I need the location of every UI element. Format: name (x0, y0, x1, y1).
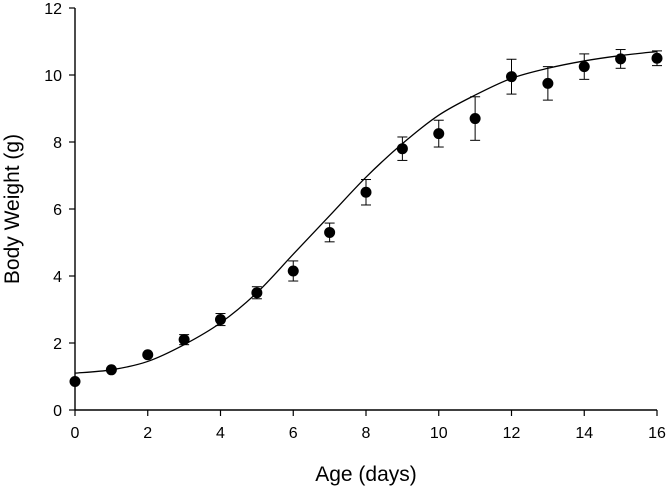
fit-curve (74, 50, 658, 374)
x-tick-label: 0 (71, 425, 80, 442)
x-tick-label: 10 (430, 425, 448, 442)
y-tick-label: 4 (53, 269, 62, 286)
data-point (287, 265, 299, 277)
x-axis-title: Age (days) (315, 463, 417, 486)
x-tick-label: 12 (503, 425, 521, 442)
data-points (69, 52, 663, 388)
y-tick-label: 6 (53, 202, 62, 219)
x-tick-label: 2 (143, 425, 152, 442)
data-point (142, 349, 154, 361)
axes (74, 8, 657, 411)
data-point (615, 53, 627, 65)
data-point (578, 61, 590, 73)
x-tick-label: 4 (216, 425, 225, 442)
data-point (651, 52, 663, 64)
data-point (69, 376, 81, 388)
y-tick-label: 0 (53, 403, 62, 420)
data-point (360, 186, 372, 198)
x-tick-label: 6 (289, 425, 298, 442)
data-point (105, 364, 117, 376)
ticks (69, 7, 658, 416)
error-bars (179, 49, 662, 346)
x-tick-label: 16 (648, 425, 666, 442)
data-point (178, 334, 190, 346)
data-point (251, 287, 263, 299)
x-tick-label: 14 (575, 425, 593, 442)
data-point (542, 77, 554, 89)
x-tick-label: 8 (362, 425, 371, 442)
data-point (324, 226, 336, 238)
y-tick-label: 10 (44, 68, 62, 85)
data-point (396, 143, 408, 155)
y-tick-label: 8 (53, 135, 62, 152)
data-point (506, 71, 517, 83)
data-point (433, 128, 445, 140)
data-point (469, 113, 481, 125)
tick-labels: 0 2 4 6 8 10 12 14 16 0 2 4 6 8 10 12 (44, 1, 666, 442)
y-tick-label: 12 (44, 1, 62, 18)
y-axis-title: Body Weight (g) (1, 134, 24, 284)
data-point (215, 314, 226, 326)
y-tick-label: 2 (53, 336, 62, 353)
